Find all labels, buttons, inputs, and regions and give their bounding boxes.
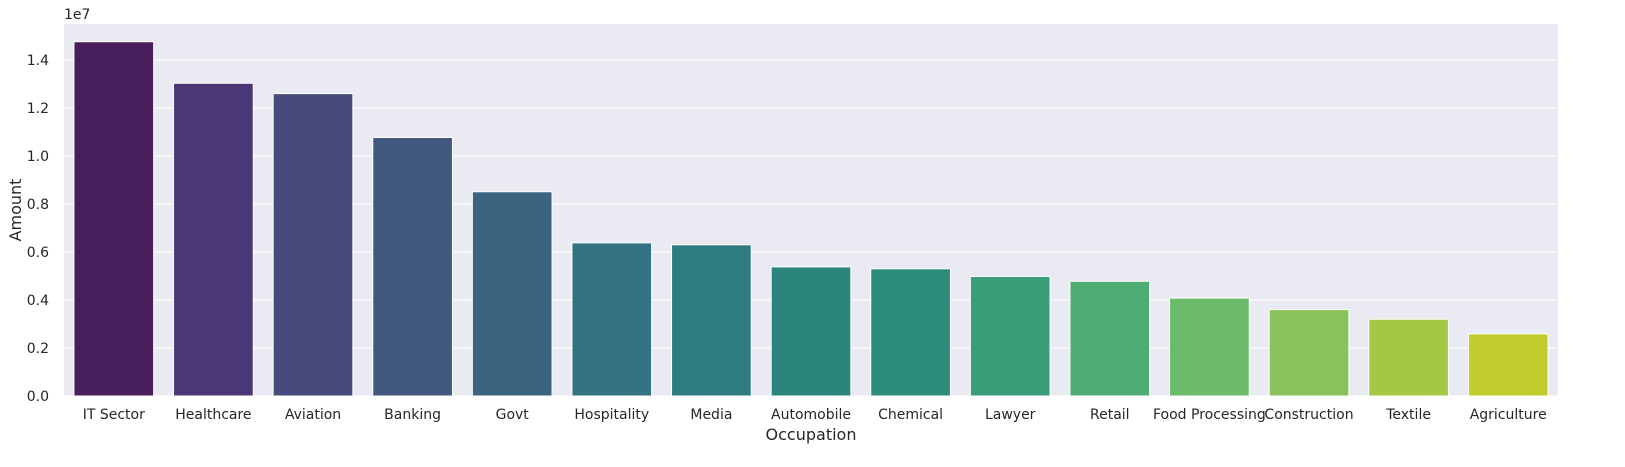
y-tick-label: 0.4: [27, 293, 49, 309]
bar: [372, 137, 453, 397]
y-tick-labels: 0.0 0.2 0.4 0.6 0.8 1.0 1.2 1.4: [27, 53, 49, 405]
y-tick-label: 1.2: [27, 101, 49, 117]
bar: [671, 244, 752, 397]
x-tick-label: IT Sector: [83, 407, 145, 423]
bars: [73, 41, 1549, 397]
x-tick-label: Healthcare: [175, 407, 251, 423]
x-tick-label: Automobile: [771, 407, 851, 423]
x-tick-label: Lawyer: [985, 407, 1036, 423]
bar: [1268, 309, 1350, 397]
x-tick-label: Aviation: [285, 407, 341, 423]
bar: [1467, 333, 1549, 397]
x-tick-label: Chemical: [878, 407, 943, 423]
bar: [1069, 280, 1151, 397]
x-tick-label: Textile: [1385, 407, 1431, 423]
y-tick-label: 0.2: [27, 341, 49, 357]
bar: [969, 275, 1051, 397]
x-tick-label: Govt: [496, 407, 530, 423]
y-tick-label: 0.0: [27, 389, 49, 405]
x-tick-labels: IT Sector Healthcare Aviation Banking Govt Ho…: [83, 407, 1547, 423]
y-axis-offset-label: 1e7: [64, 7, 90, 23]
bar: [73, 41, 155, 397]
y-tick-label: 1.4: [27, 53, 49, 69]
x-axis-label: Occupation: [766, 425, 857, 444]
bar: [272, 93, 354, 397]
bar: [870, 268, 951, 397]
y-tick-label: 1.0: [27, 149, 49, 165]
bar: [173, 82, 254, 397]
bar: [1368, 318, 1449, 397]
x-tick-label: Retail: [1090, 407, 1130, 423]
x-tick-label: Hospitality: [574, 407, 649, 423]
x-tick-label: Banking: [384, 407, 441, 423]
y-axis-label: Amount: [6, 179, 25, 242]
x-tick-label: Agriculture: [1470, 407, 1547, 423]
y-tick-label: 0.6: [27, 245, 49, 261]
x-tick-label: Construction: [1264, 407, 1353, 423]
bar: [471, 191, 553, 397]
x-tick-label: Media: [690, 407, 732, 423]
bar: [770, 266, 852, 397]
x-tick-label: Food Processing: [1153, 407, 1266, 423]
y-tick-label: 0.8: [27, 197, 49, 213]
bar: [571, 242, 653, 397]
bar: [1169, 297, 1250, 397]
